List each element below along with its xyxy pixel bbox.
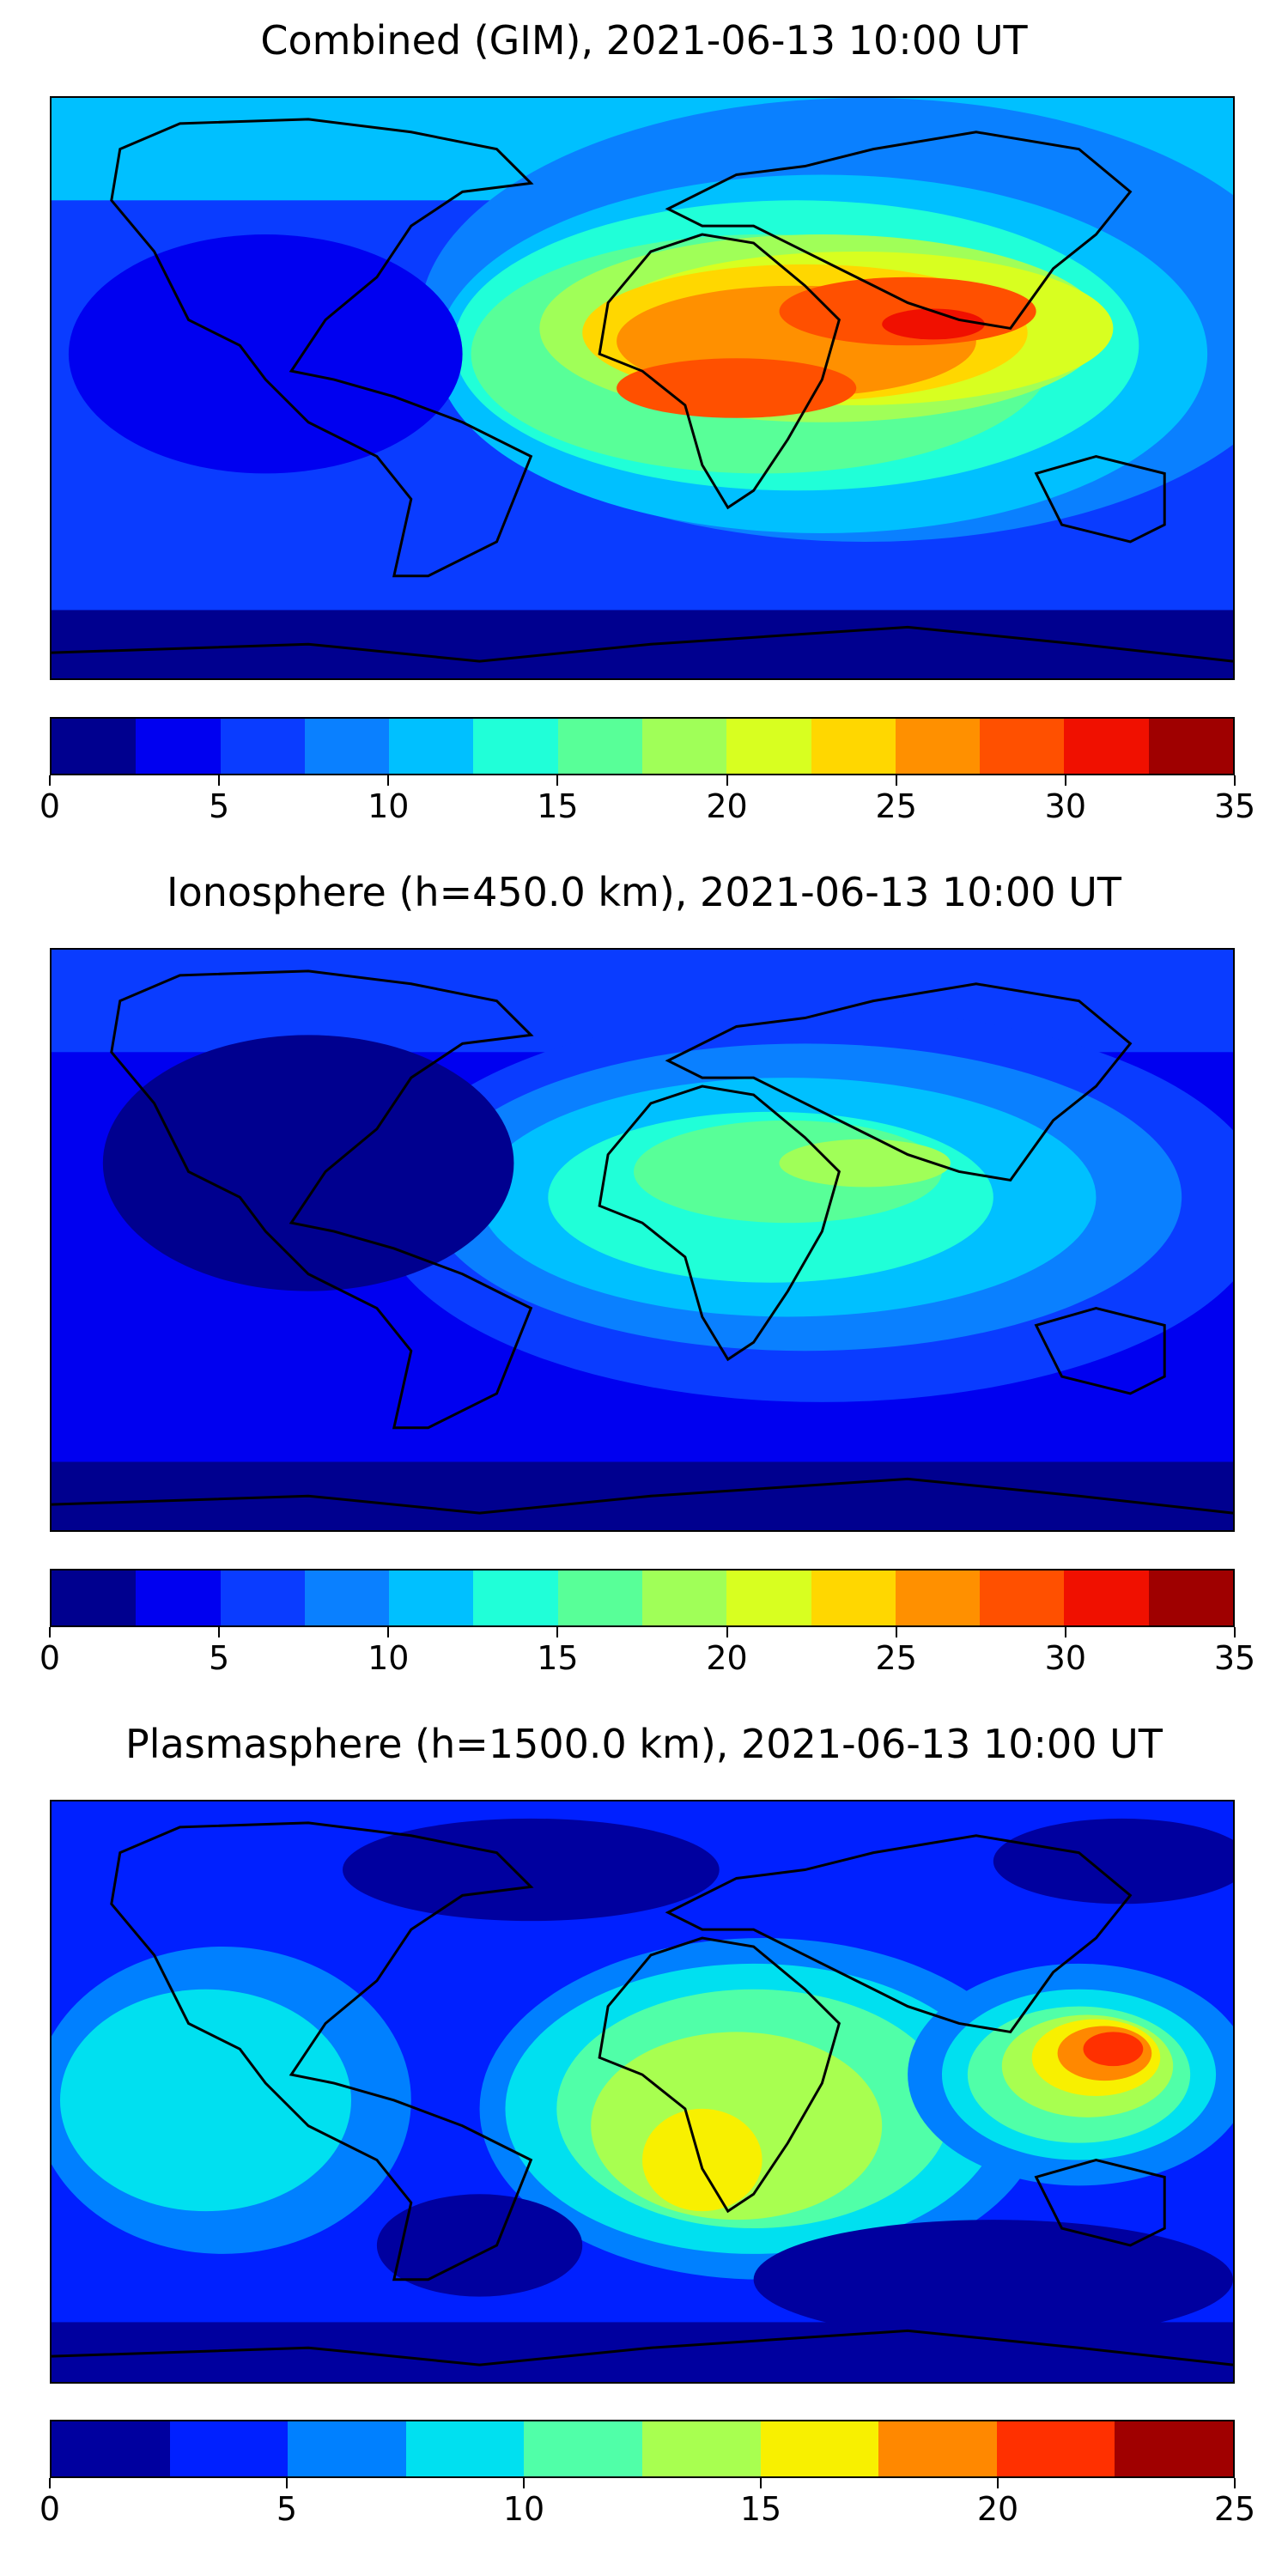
colorbar-tick-label: 10 bbox=[368, 1639, 410, 1677]
colorbar-tick-label: 0 bbox=[39, 787, 61, 825]
colorbar-tick-label: 25 bbox=[1213, 2490, 1256, 2528]
colorbar-tick-label: 25 bbox=[875, 787, 917, 825]
colorbar-tick-mark bbox=[556, 775, 559, 786]
colorbar-swatch bbox=[557, 1571, 642, 1625]
colorbar-swatch bbox=[1148, 1571, 1233, 1625]
colorbar-ionosphere bbox=[50, 1569, 1235, 1627]
colorbar-swatch bbox=[220, 719, 305, 774]
panel-title-combined: Combined (GIM), 2021-06-13 10:00 UT bbox=[260, 17, 1028, 64]
colorbar-swatch bbox=[389, 719, 474, 774]
map-combined bbox=[50, 96, 1235, 680]
colorbar-swatch bbox=[895, 719, 981, 774]
colorbar-tick-label: 10 bbox=[368, 787, 410, 825]
colorbar-tick-mark bbox=[1234, 1627, 1236, 1637]
colorbar-swatch bbox=[52, 1571, 137, 1625]
colorbar-tick-label: 30 bbox=[1044, 787, 1087, 825]
colorbar-tick-mark bbox=[726, 1627, 728, 1637]
colorbar-swatch bbox=[304, 719, 390, 774]
colorbar-tick-mark bbox=[895, 1627, 897, 1637]
map-plasmasphere bbox=[50, 1800, 1235, 2384]
colorbar-swatch bbox=[895, 1571, 981, 1625]
colorbar-swatch bbox=[641, 2421, 761, 2476]
colorbar-swatch bbox=[760, 2421, 879, 2476]
map-ionosphere bbox=[50, 948, 1235, 1532]
colorbar-tick-mark bbox=[218, 1627, 221, 1637]
colorbar-swatch bbox=[405, 2421, 525, 2476]
colorbar-tick-mark bbox=[49, 775, 51, 786]
colorbar-swatch bbox=[726, 1571, 811, 1625]
colorbar-tick-mark bbox=[387, 1627, 390, 1637]
colorbar-tick-label: 20 bbox=[706, 1639, 748, 1677]
colorbar-tick-label: 35 bbox=[1213, 787, 1256, 825]
colorbar-swatch bbox=[1115, 2421, 1233, 2476]
colorbar-tick-label: 15 bbox=[537, 787, 579, 825]
colorbar-tick-mark bbox=[286, 2478, 288, 2488]
colorbar-tick-label: 5 bbox=[209, 787, 230, 825]
colorbar-swatch bbox=[557, 719, 642, 774]
colorbar-tick-label: 10 bbox=[502, 2490, 545, 2528]
colorbar-tick-mark bbox=[1064, 1627, 1066, 1637]
colorbar-tick-mark bbox=[1234, 775, 1236, 786]
colorbar-swatch bbox=[641, 1571, 727, 1625]
colorbar-swatch bbox=[136, 1571, 221, 1625]
panel-title-ionosphere: Ionosphere (h=450.0 km), 2021-06-13 10:0… bbox=[167, 869, 1121, 915]
colorbar-tick-label: 5 bbox=[209, 1639, 230, 1677]
colorbar-tick-mark bbox=[556, 1627, 559, 1637]
colorbar-tick-mark bbox=[387, 775, 390, 786]
colorbar-tick-label: 20 bbox=[976, 2490, 1019, 2528]
colorbar-swatch bbox=[811, 719, 896, 774]
colorbar-tick-label: 5 bbox=[276, 2490, 298, 2528]
colorbar-swatch bbox=[52, 2421, 170, 2476]
colorbar-tick-mark bbox=[1064, 775, 1066, 786]
colorbar-swatch bbox=[52, 719, 137, 774]
colorbar-tick-mark bbox=[49, 1627, 51, 1637]
panel-title-plasmasphere: Plasmasphere (h=1500.0 km), 2021-06-13 1… bbox=[125, 1721, 1163, 1767]
colorbar-swatch bbox=[1064, 1571, 1149, 1625]
colorbar-tick-label: 30 bbox=[1044, 1639, 1087, 1677]
colorbar-tick-mark bbox=[49, 2478, 51, 2488]
colorbar-tick-label: 15 bbox=[739, 2490, 782, 2528]
colorbar-swatch bbox=[304, 1571, 390, 1625]
colorbar-tick-mark bbox=[726, 775, 728, 786]
colorbar-swatch bbox=[473, 1571, 558, 1625]
colorbar-tick-label: 20 bbox=[706, 787, 748, 825]
colorbar-tick-mark bbox=[760, 2478, 762, 2488]
colorbar-swatch bbox=[980, 719, 1065, 774]
colorbar-tick-label: 15 bbox=[537, 1639, 579, 1677]
colorbar-swatch bbox=[524, 2421, 642, 2476]
colorbar-swatch bbox=[641, 719, 727, 774]
colorbar-swatch bbox=[220, 1571, 305, 1625]
colorbar-tick-mark bbox=[1234, 2478, 1236, 2488]
colorbar-tick-label: 35 bbox=[1213, 1639, 1256, 1677]
colorbar-swatch bbox=[996, 2421, 1115, 2476]
colorbar-swatch bbox=[980, 1571, 1065, 1625]
colorbar-swatch bbox=[288, 2421, 406, 2476]
colorbar-tick-mark bbox=[218, 775, 221, 786]
colorbar-swatch bbox=[136, 719, 221, 774]
colorbar-tick-mark bbox=[997, 2478, 999, 2488]
colorbar-tick-label: 25 bbox=[875, 1639, 917, 1677]
colorbar-tick-label: 0 bbox=[39, 1639, 61, 1677]
colorbar-swatch bbox=[878, 2421, 997, 2476]
colorbar-swatch bbox=[169, 2421, 289, 2476]
colorbar-swatch bbox=[811, 1571, 896, 1625]
colorbar-tick-mark bbox=[523, 2478, 525, 2488]
colorbar-tick-label: 0 bbox=[39, 2490, 61, 2528]
colorbar-swatch bbox=[389, 1571, 474, 1625]
colorbar-tick-mark bbox=[895, 775, 897, 786]
colorbar-plasmasphere bbox=[50, 2420, 1235, 2478]
colorbar-swatch bbox=[1148, 719, 1233, 774]
colorbar-swatch bbox=[1064, 719, 1149, 774]
colorbar-combined bbox=[50, 717, 1235, 775]
colorbar-swatch bbox=[473, 719, 558, 774]
colorbar-swatch bbox=[726, 719, 811, 774]
